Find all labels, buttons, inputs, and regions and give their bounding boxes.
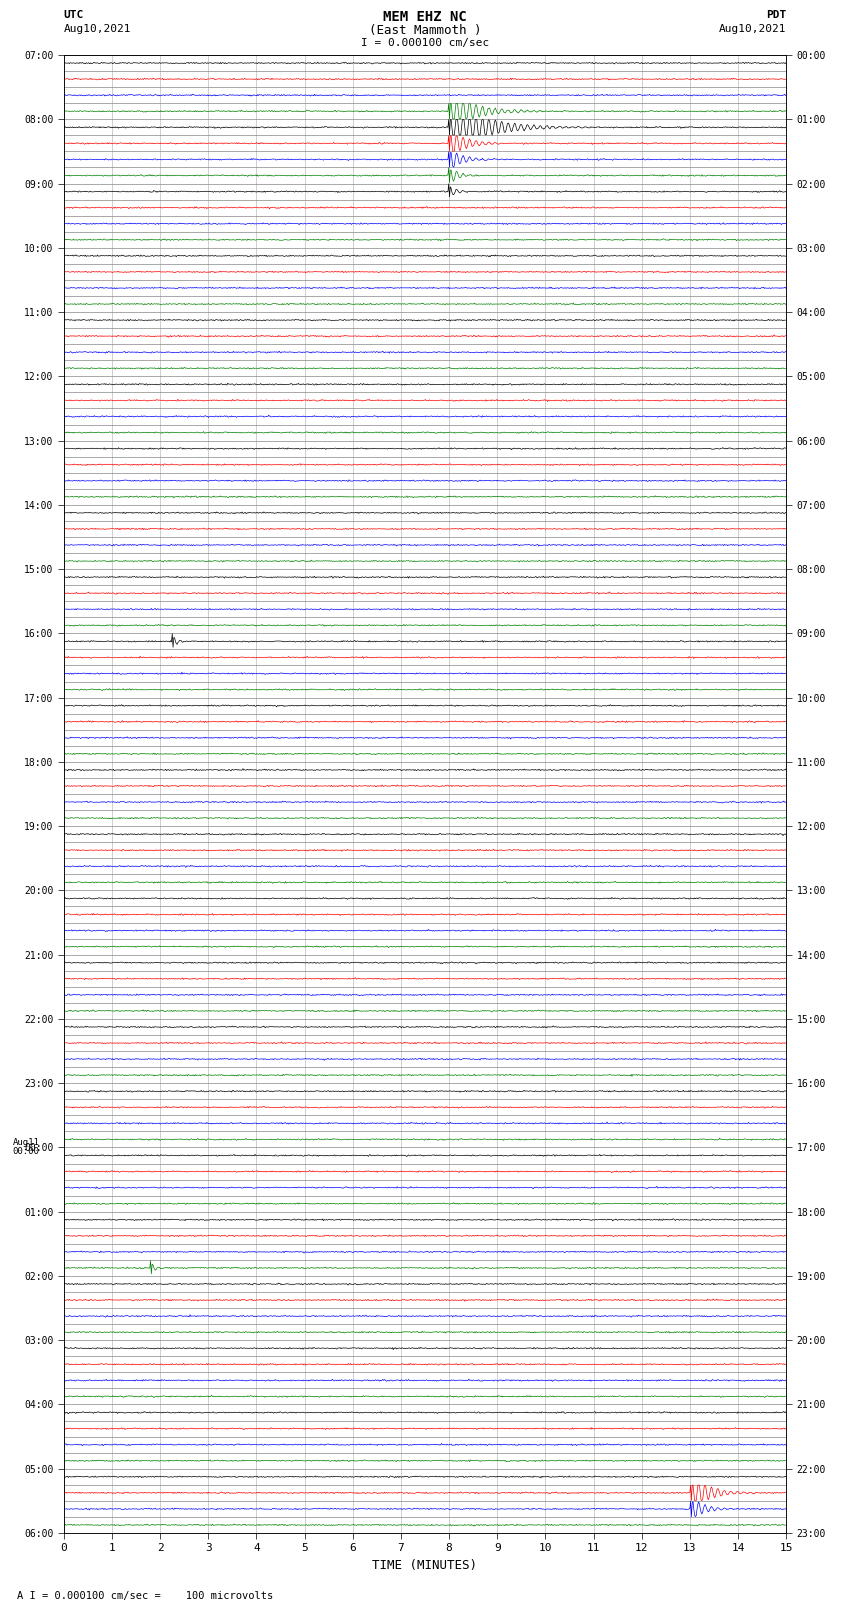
Text: (East Mammoth ): (East Mammoth ) (369, 24, 481, 37)
Text: MEM EHZ NC: MEM EHZ NC (383, 10, 467, 24)
Text: PDT: PDT (766, 10, 786, 19)
Text: I = 0.000100 cm/sec: I = 0.000100 cm/sec (361, 39, 489, 48)
Text: A I = 0.000100 cm/sec =    100 microvolts: A I = 0.000100 cm/sec = 100 microvolts (17, 1590, 273, 1602)
X-axis label: TIME (MINUTES): TIME (MINUTES) (372, 1560, 478, 1573)
Text: Aug11: Aug11 (13, 1139, 40, 1147)
Text: 00:00: 00:00 (13, 1147, 40, 1157)
Text: Aug10,2021: Aug10,2021 (64, 24, 131, 34)
Text: UTC: UTC (64, 10, 84, 19)
Text: Aug10,2021: Aug10,2021 (719, 24, 786, 34)
